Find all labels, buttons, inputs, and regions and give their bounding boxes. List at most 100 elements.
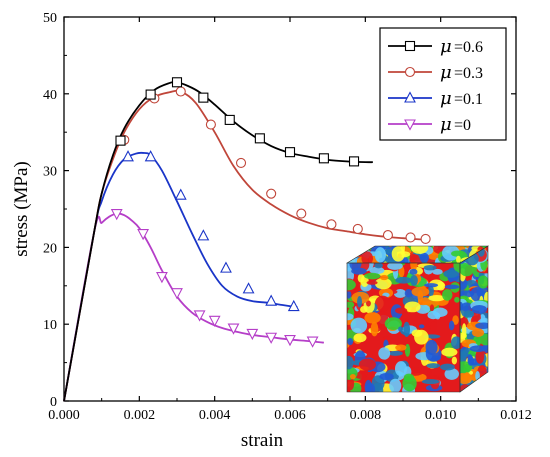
- cube-blob: [347, 246, 354, 254]
- legend-label: =0: [454, 117, 471, 134]
- x-tick-label: 0.006: [274, 408, 306, 423]
- cube-blob: [411, 329, 423, 337]
- cube-blob: [388, 350, 403, 356]
- cube-blob: [467, 384, 476, 391]
- cube-blob: [398, 326, 404, 332]
- legend: μ =0.6μ =0.3μ =0.1μ =0: [379, 27, 507, 141]
- cube-blob: [378, 347, 391, 360]
- cube-blob: [402, 375, 417, 392]
- series-2: [63, 150, 300, 402]
- cube-blob: [379, 274, 389, 281]
- cube-blob: [391, 246, 405, 262]
- cube-blob: [404, 301, 421, 313]
- cube-blob: [410, 263, 418, 272]
- cube-blob: [365, 382, 376, 392]
- data-point-marker: [326, 219, 337, 230]
- legend-label: =0.1: [454, 91, 483, 108]
- cube-blob: [428, 294, 446, 302]
- cube-blob: [361, 251, 374, 263]
- cube-blob: [477, 382, 488, 392]
- cube-blob: [471, 379, 487, 391]
- legend-entry: μ =0.3: [388, 62, 483, 83]
- cube-blob: [374, 277, 392, 290]
- data-point-marker: [348, 156, 360, 167]
- cube-blob: [463, 372, 471, 383]
- data-point-marker: [224, 114, 235, 125]
- data-point-marker: [405, 232, 416, 243]
- data-point-marker: [318, 153, 329, 164]
- cube-blob: [374, 263, 383, 269]
- cube-blob: [366, 300, 371, 307]
- cube-blob: [477, 275, 488, 289]
- legend-symbol: μ: [440, 88, 452, 109]
- cube-blob: [463, 310, 475, 318]
- cube-blob: [421, 379, 440, 385]
- cube-blob: [404, 289, 413, 298]
- data-point-marker: [254, 133, 265, 144]
- series-3: [63, 209, 324, 402]
- legend-symbol: μ: [440, 114, 452, 135]
- x-tick-label: 0.010: [425, 408, 457, 423]
- cube-blob: [451, 356, 458, 365]
- cube-blob: [395, 344, 407, 351]
- data-point-marker: [193, 310, 206, 322]
- cube-blob: [451, 336, 460, 349]
- y-tick-label: 20: [43, 241, 57, 256]
- cube-blob: [425, 339, 438, 355]
- data-point-marker: [145, 89, 156, 100]
- cube-blob: [354, 246, 363, 253]
- cube-blob: [427, 310, 440, 320]
- cube-blob: [477, 383, 483, 392]
- cube-blob: [426, 363, 441, 369]
- y-axis-title: stress (MPa): [11, 161, 32, 257]
- cube-blob: [347, 301, 355, 309]
- cube-blob: [387, 263, 403, 270]
- cube-blob: [347, 246, 359, 256]
- data-point-marker: [296, 208, 307, 219]
- y-tick-label: 40: [43, 88, 57, 103]
- cube-blob: [423, 264, 437, 271]
- cube-blob: [350, 317, 368, 334]
- data-point-marker: [287, 299, 300, 312]
- cube-blob: [467, 355, 475, 366]
- data-point-marker: [420, 233, 431, 245]
- cube-blob: [442, 246, 460, 261]
- cube-blob: [347, 313, 354, 321]
- legend-entry: μ =0: [388, 114, 471, 135]
- data-point-marker: [110, 209, 123, 221]
- cube-blob: [432, 268, 443, 275]
- cube-blob: [475, 348, 485, 364]
- cube-blob: [356, 246, 364, 254]
- data-point-marker: [265, 294, 278, 306]
- data-point-marker: [265, 332, 278, 344]
- cube-blob: [409, 268, 418, 275]
- cube-blob: [441, 347, 458, 357]
- series-line: [63, 89, 426, 402]
- y-tick-label: 10: [43, 318, 57, 333]
- series-0: [63, 77, 373, 402]
- cube-blob: [383, 249, 395, 254]
- cube-blob: [427, 367, 432, 379]
- cube-blob: [448, 320, 455, 331]
- series-line: [63, 81, 373, 402]
- x-axis-title: strain: [241, 430, 284, 451]
- cube-blob: [382, 336, 393, 342]
- series-line: [63, 151, 298, 402]
- cube-blob: [444, 368, 459, 380]
- series-layer: [63, 77, 431, 402]
- cube-blob: [347, 246, 357, 259]
- cube-blob: [456, 255, 461, 263]
- cube-blob: [364, 312, 381, 324]
- legend-symbol: μ: [440, 62, 452, 83]
- cube-blob: [427, 285, 434, 297]
- data-point-marker: [382, 230, 393, 241]
- data-point-marker: [220, 261, 232, 273]
- legend-entry: μ =0.6: [388, 36, 483, 57]
- cube-blob: [349, 263, 362, 271]
- microstructure-cube-image: [345, 245, 490, 393]
- cube-blob: [419, 324, 425, 329]
- cube-blob: [347, 290, 352, 299]
- legend-marker: [404, 66, 416, 78]
- cube-blob: [442, 289, 453, 301]
